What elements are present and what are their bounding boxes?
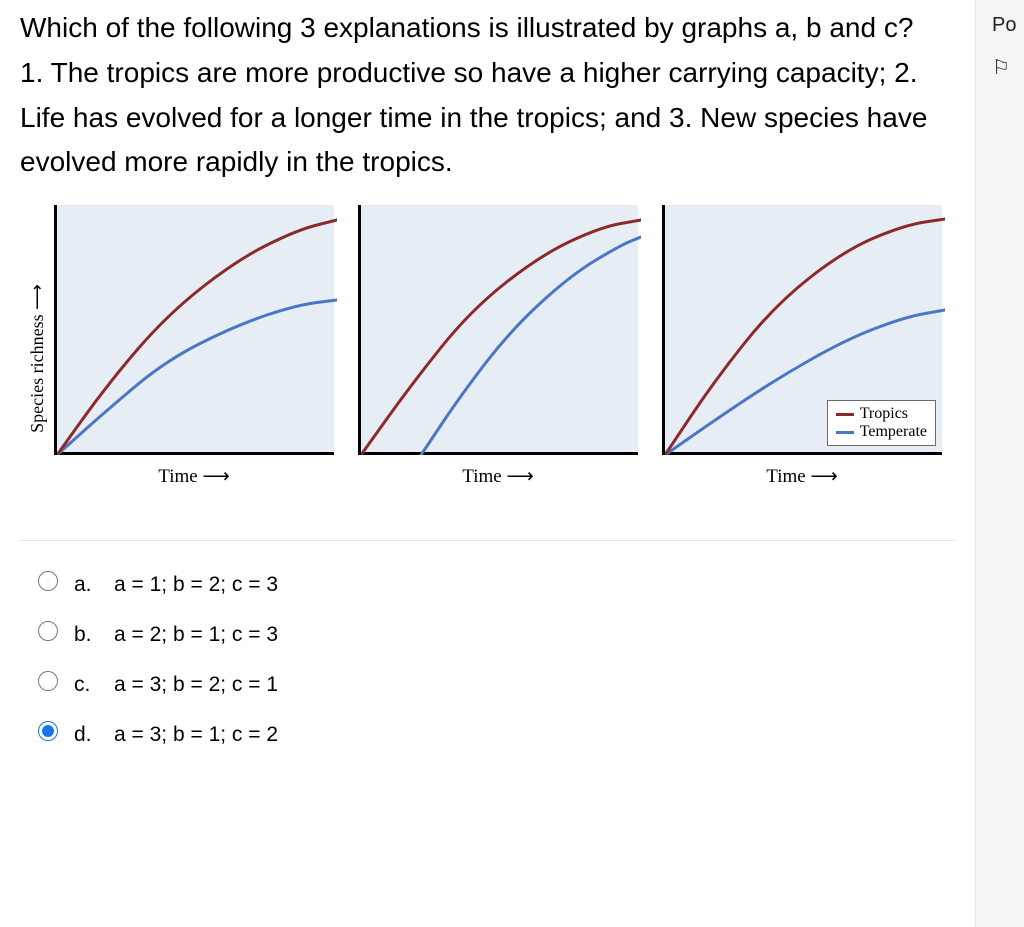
legend-temperate: Temperate <box>836 423 927 441</box>
side-strip: Po ⚐ <box>975 0 1024 927</box>
chart-b-plot <box>358 205 638 455</box>
flag-icon[interactable]: ⚐ <box>976 55 1024 80</box>
side-po-text: Po <box>976 14 1024 37</box>
chart-a: Time ⟶ <box>54 205 334 488</box>
answer-letter: a. <box>74 573 98 597</box>
answer-option-d[interactable]: d. a = 3; b = 1; c = 2 <box>38 719 955 747</box>
legend-tropics: Tropics <box>836 405 927 423</box>
chart-c-xlabel: Time ⟶ <box>766 465 837 488</box>
chart-b: Time ⟶ <box>358 205 638 488</box>
y-axis-label: Species richness ⟶ <box>27 284 48 433</box>
answer-radio-b[interactable] <box>38 621 58 641</box>
chart-a-plot <box>54 205 334 455</box>
answer-text: a = 1; b = 2; c = 3 <box>114 573 278 597</box>
answer-radio-c[interactable] <box>38 671 58 691</box>
chart-a-xlabel: Time ⟶ <box>158 465 229 488</box>
answer-option-a[interactable]: a. a = 1; b = 2; c = 3 <box>38 569 955 597</box>
answer-text: a = 2; b = 1; c = 3 <box>114 623 278 647</box>
y-axis-label-wrap: Species richness ⟶ <box>20 228 54 488</box>
chart-c: Tropics Temperate Time ⟶ <box>662 205 942 488</box>
answer-option-b[interactable]: b. a = 2; b = 1; c = 3 <box>38 619 955 647</box>
chart-c-plot: Tropics Temperate <box>662 205 942 455</box>
legend-tropics-label: Tropics <box>860 405 908 423</box>
answer-list: a. a = 1; b = 2; c = 3 b. a = 2; b = 1; c =… <box>20 569 955 747</box>
answer-radio-a[interactable] <box>38 571 58 591</box>
legend-tropics-swatch <box>836 413 854 416</box>
legend-box: Tropics Temperate <box>827 400 936 446</box>
legend-temperate-swatch <box>836 431 854 434</box>
answer-text: a = 3; b = 2; c = 1 <box>114 673 278 697</box>
answer-text: a = 3; b = 1; c = 2 <box>114 723 278 747</box>
divider <box>20 540 955 541</box>
legend-temperate-label: Temperate <box>860 423 927 441</box>
chart-b-xlabel: Time ⟶ <box>462 465 533 488</box>
answer-letter: c. <box>74 673 98 697</box>
answer-radio-d[interactable] <box>38 721 58 741</box>
answer-letter: d. <box>74 723 98 747</box>
answer-letter: b. <box>74 623 98 647</box>
question-text: Which of the following 3 explanations is… <box>20 0 930 205</box>
charts-row: Species richness ⟶ Time ⟶ Time ⟶ Tropics… <box>20 205 955 512</box>
answer-option-c[interactable]: c. a = 3; b = 2; c = 1 <box>38 669 955 697</box>
